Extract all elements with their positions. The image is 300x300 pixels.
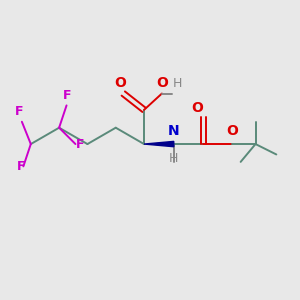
- Text: F: F: [76, 138, 84, 151]
- Text: N: N: [168, 124, 180, 137]
- Text: O: O: [226, 124, 238, 137]
- Text: O: O: [191, 101, 203, 115]
- Text: O: O: [157, 76, 168, 90]
- Text: H: H: [169, 152, 178, 166]
- Polygon shape: [144, 141, 174, 147]
- Text: F: F: [15, 105, 24, 118]
- Text: H: H: [173, 77, 182, 90]
- Text: O: O: [114, 76, 126, 90]
- Text: F: F: [63, 89, 71, 102]
- Text: F: F: [17, 160, 25, 173]
